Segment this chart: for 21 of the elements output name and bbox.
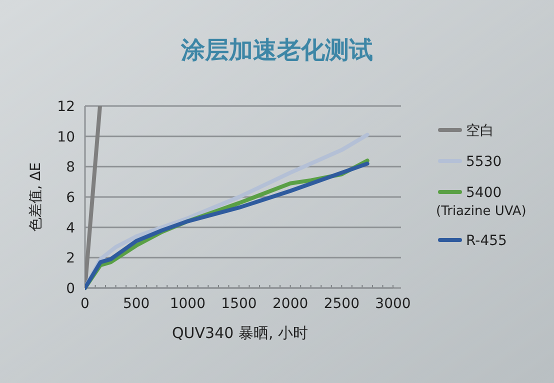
x-tick-label: 2000 [272,296,308,312]
legend-label: 空白 [466,123,494,139]
x-tick-label: 3000 [375,296,411,312]
legend-label: 5400 (Triazine UVA) [436,185,526,219]
chart-title: 涂层加速老化测试 [180,36,373,64]
x-tick-label: 0 [80,296,90,312]
y-tick-label: 12 [57,99,75,115]
y-tick-label: 8 [66,160,75,176]
y-tick-label: 6 [66,190,76,206]
x-axis-title: QUV340 暴晒, 小时 [172,324,308,342]
legend-label: R-455 [466,233,507,249]
x-tick-label: 1500 [221,296,257,312]
legend-label: 5530 [466,154,502,170]
y-tick-label: 0 [66,281,75,297]
x-tick-label: 500 [122,296,150,312]
y-tick-label: 4 [66,220,76,236]
y-tick-label: 2 [66,250,75,267]
y-tick-label: 10 [57,129,75,146]
x-tick-label: 1000 [170,296,206,312]
x-tick-label: 2500 [324,296,360,312]
y-axis-title: 色差值, ΔE [28,162,44,232]
